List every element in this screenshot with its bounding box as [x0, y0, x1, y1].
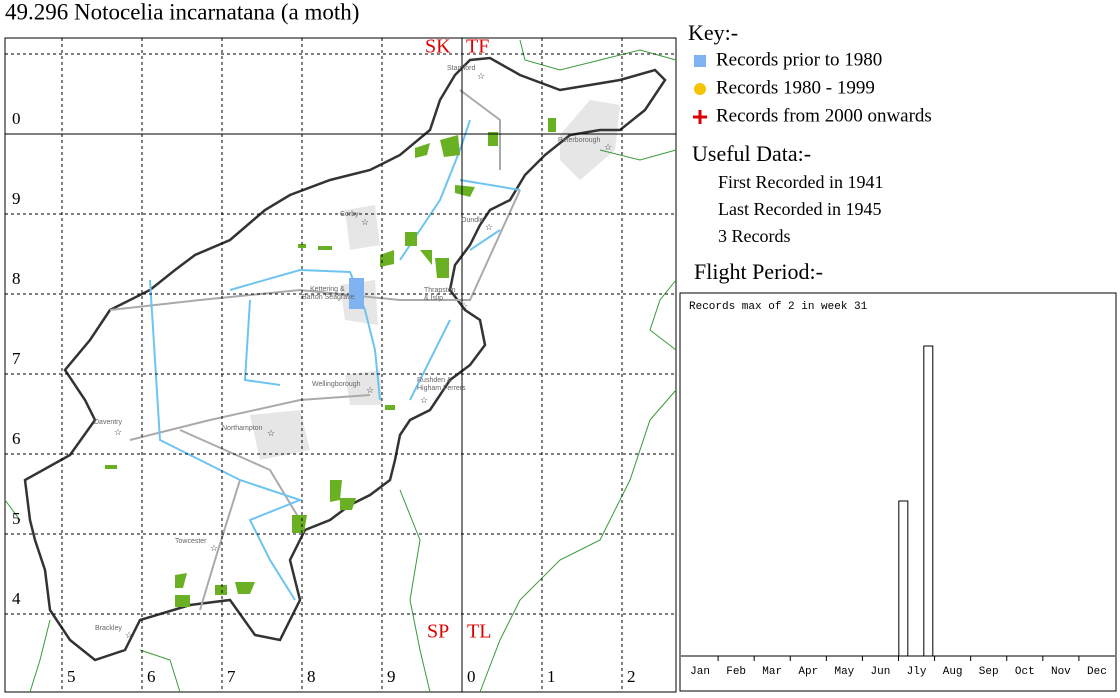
x-tick-label: Oct [1015, 666, 1035, 678]
place-star: ☆ [210, 543, 218, 553]
place-star: ☆ [485, 222, 493, 232]
chart-annotation: Records max of 2 in week 31 [689, 301, 868, 313]
place-name: Oundle [461, 217, 484, 224]
key-symbol [694, 83, 706, 95]
place-name: Higham Ferrers [417, 385, 466, 392]
place-star: ☆ [366, 385, 374, 395]
chart-title: Flight Period:- [694, 259, 823, 284]
place-name: Rushden & [417, 377, 452, 384]
place-star: ☆ [420, 395, 428, 405]
row-label: 0 [12, 109, 21, 128]
key-item: Records from 2000 onwards [716, 105, 932, 126]
place-name: Thrapston [424, 287, 456, 294]
neighbour-boundaries [4, 39, 677, 693]
grid-square-label: TF [466, 36, 489, 58]
place-name: Peterborough [558, 137, 601, 144]
column-label: 9 [387, 667, 396, 686]
x-tick-label: Nov [1051, 666, 1071, 678]
place-star: ☆ [361, 217, 369, 227]
map: SK TF SP TL [4, 36, 677, 693]
column-label: 0 [467, 667, 476, 686]
row-label: 4 [12, 589, 21, 608]
x-tick-label: Sep [979, 666, 999, 678]
key-symbol [693, 110, 707, 124]
place-star: ☆ [477, 71, 485, 81]
key-item: Records prior to 1980 [716, 49, 882, 70]
x-tick-label: Feb [726, 666, 746, 678]
x-tick-label: Apr [798, 666, 818, 678]
key-item: Records 1980 - 1999 [716, 77, 875, 98]
useful-data-item: 3 Records [718, 226, 790, 246]
column-label: 6 [147, 667, 156, 686]
bar [923, 345, 934, 657]
row-label: 9 [12, 189, 21, 208]
place-name: Towcester [175, 538, 207, 545]
column-label: 5 [67, 667, 76, 686]
grid-square-label: TL [467, 621, 491, 643]
place-name: Brackley [95, 625, 122, 632]
x-tick-label: Jan [690, 666, 710, 678]
useful-data-item: First Recorded in 1941 [718, 172, 883, 192]
useful-data-item: Last Recorded in 1945 [718, 199, 881, 219]
useful-data-title: Useful Data:- [692, 141, 811, 166]
grid-square-label: SK [425, 36, 451, 58]
place-star: ☆ [267, 428, 275, 438]
x-tick-label: Dec [1087, 666, 1107, 678]
column-label: 2 [627, 667, 636, 686]
chart-frame [679, 292, 1117, 692]
x-tick-label: Mar [762, 666, 782, 678]
place-name: Barton Seagrave [302, 294, 355, 301]
grid-square-label: SP [427, 621, 449, 643]
urban [560, 100, 620, 180]
place-name: Northampton [222, 425, 263, 432]
row-label: 8 [12, 269, 21, 288]
title: 49.296 Notocelia incarnatana (a moth) [5, 0, 359, 24]
place-name: Daventry [94, 419, 123, 426]
key-symbol [694, 55, 706, 67]
row-label: 7 [12, 349, 21, 368]
bar [898, 500, 909, 657]
place-name: Corby [340, 211, 359, 218]
key-title: Key:- [688, 20, 738, 45]
place-name: & Islip [424, 295, 443, 302]
county-boundary [23, 56, 667, 662]
x-tick-label: May [834, 666, 854, 678]
place-name: Wellingborough [312, 381, 361, 388]
x-tick-label: Aug [943, 666, 963, 678]
row-label: 6 [12, 429, 21, 448]
column-label: 1 [547, 667, 556, 686]
record-marker [349, 278, 364, 309]
column-label: 7 [227, 667, 236, 686]
place-name: Stamford [447, 65, 476, 72]
column-label: 8 [307, 667, 316, 686]
place-star: ☆ [114, 427, 122, 437]
x-tick-label: Jly [907, 666, 927, 678]
row-label: 5 [12, 509, 21, 528]
x-tick-label: Jun [871, 666, 891, 678]
place-star: ☆ [125, 630, 133, 640]
place-star: ☆ [460, 301, 468, 311]
place-name: Kettering & [310, 286, 345, 293]
place-star: ☆ [604, 142, 612, 152]
